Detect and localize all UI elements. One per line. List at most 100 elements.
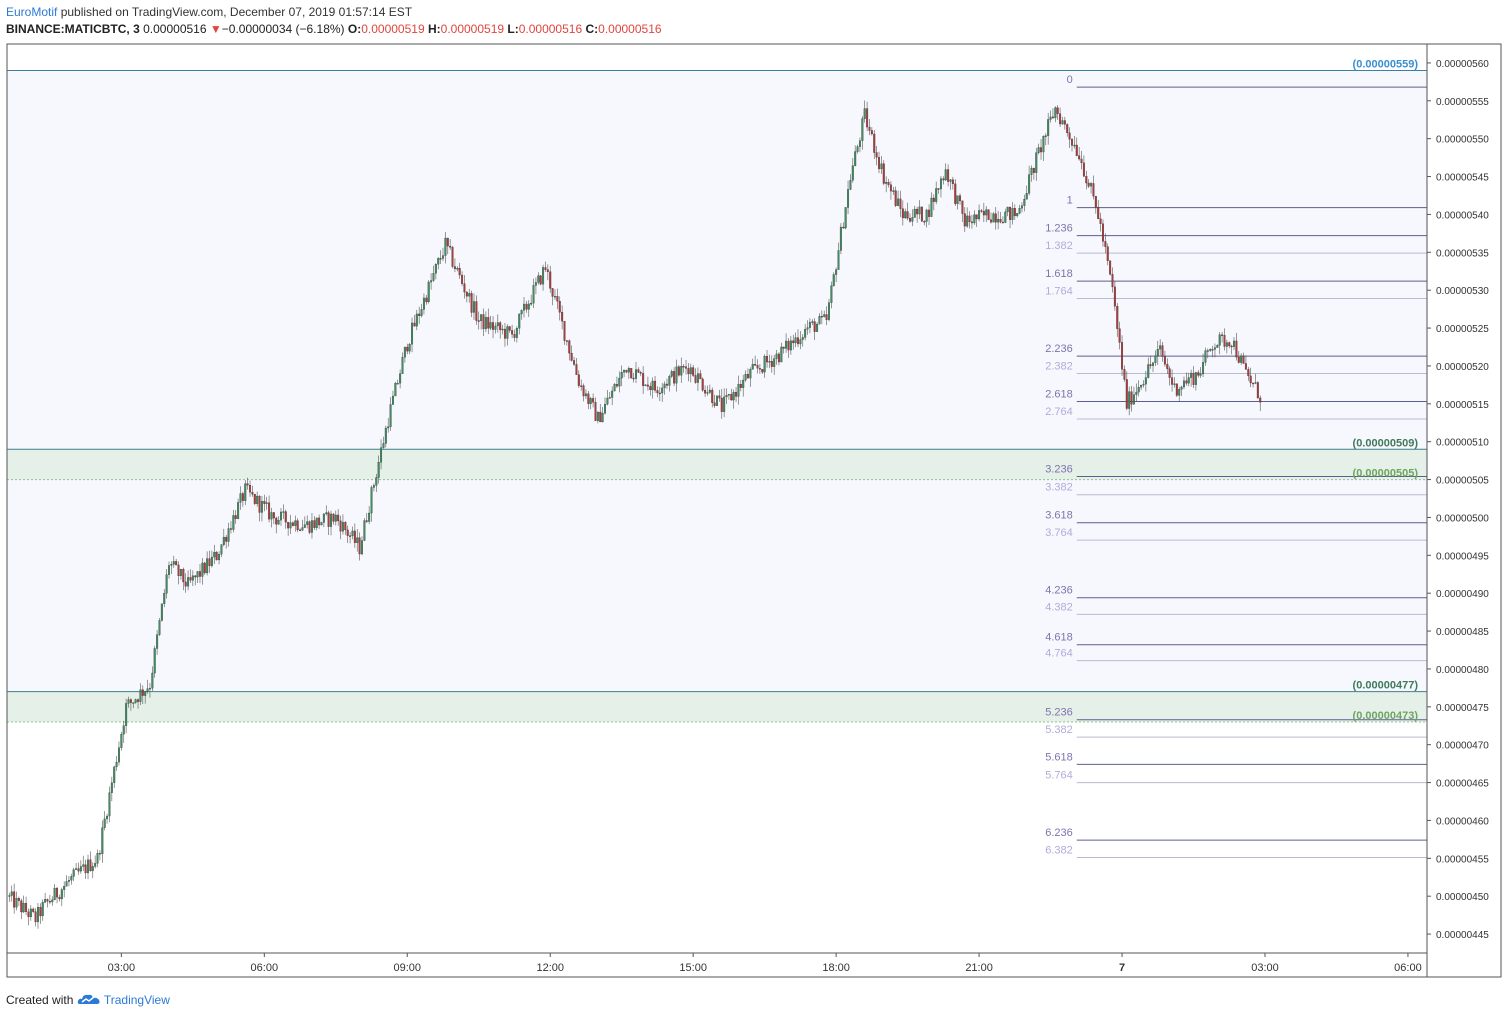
- fib-level-label: 3.764: [1045, 527, 1073, 539]
- candle: [27, 911, 30, 918]
- candle: [115, 761, 118, 768]
- candle: [1097, 206, 1100, 219]
- candle: [461, 274, 464, 284]
- time-axis[interactable]: 03:00 06:00 09:00 12:00 15:00 18:00 21:00 7 03:0…: [108, 953, 1422, 974]
- fib-level-label: 1.618: [1045, 268, 1073, 280]
- candle: [1185, 380, 1188, 384]
- candle: [665, 383, 668, 386]
- candle: [442, 255, 444, 259]
- candle: [418, 313, 421, 316]
- candle: [592, 398, 595, 403]
- candle: [1130, 391, 1133, 405]
- price-axis[interactable]: 0.00000560 0.00000555 0.00000550 0.00000545…: [1427, 59, 1489, 941]
- candle: [189, 577, 192, 581]
- candle: [387, 426, 390, 429]
- symbol-name[interactable]: BINANCE:MATICBTC, 3: [6, 22, 140, 36]
- candle: [79, 866, 82, 872]
- horizontal-lines-layer: [7, 70, 1427, 723]
- candle: [1194, 372, 1197, 385]
- candle: [263, 501, 266, 504]
- candle: [53, 887, 56, 901]
- candle: [358, 537, 361, 555]
- candle: [353, 530, 356, 543]
- support-zone: [7, 449, 1427, 480]
- candle: [561, 312, 564, 322]
- candle: [704, 390, 707, 394]
- candle: [246, 483, 249, 486]
- candle: [432, 273, 435, 281]
- candle: [137, 699, 140, 702]
- candle: [856, 146, 859, 152]
- candle: [544, 267, 547, 270]
- price-tick-label: 0.00000505: [1436, 476, 1489, 487]
- candle: [618, 377, 621, 387]
- candle: [215, 552, 218, 561]
- candle: [1223, 334, 1226, 347]
- candle: [91, 866, 94, 872]
- candle: [1040, 147, 1043, 153]
- candle: [303, 524, 306, 528]
- candle: [394, 383, 397, 397]
- candle: [894, 190, 897, 206]
- candle: [673, 371, 676, 384]
- candle: [825, 314, 828, 320]
- candle: [625, 369, 628, 373]
- candle: [310, 520, 313, 533]
- candle: [1056, 107, 1059, 114]
- candle: [1233, 340, 1235, 347]
- candle: [794, 337, 797, 344]
- author-link[interactable]: EuroMotif: [6, 5, 58, 19]
- candle: [849, 179, 852, 190]
- candle: [101, 827, 104, 855]
- candle: [144, 691, 147, 696]
- tradingview-link[interactable]: TradingView: [103, 993, 170, 1007]
- candle: [513, 334, 516, 338]
- candle: [808, 322, 811, 328]
- candle: [339, 520, 342, 532]
- candle: [1071, 139, 1073, 146]
- candle: [999, 219, 1002, 223]
- chart-frame: [6, 43, 1502, 978]
- candle: [539, 275, 542, 285]
- candle: [542, 267, 545, 285]
- candle: [344, 522, 347, 531]
- time-tick-label: 12:00: [536, 962, 564, 974]
- candle: [956, 195, 959, 204]
- candle: [909, 218, 911, 222]
- candle: [110, 782, 113, 793]
- candle: [482, 314, 485, 330]
- candle: [160, 603, 163, 621]
- candle: [751, 364, 754, 370]
- footer: Created with TradingView: [6, 993, 170, 1007]
- candle: [1104, 241, 1107, 247]
- candle: [456, 268, 459, 270]
- candle: [1047, 119, 1050, 136]
- candle: [563, 321, 566, 341]
- candle: [365, 520, 368, 522]
- candle: [32, 908, 35, 912]
- candle: [1066, 124, 1069, 134]
- fib-level-label: 5.764: [1045, 770, 1073, 782]
- candle: [1142, 383, 1145, 386]
- candle: [1204, 350, 1207, 363]
- candle: [484, 317, 487, 330]
- price-tick-label: 0.00000525: [1436, 324, 1489, 335]
- candle: [1192, 372, 1195, 385]
- candle: [334, 514, 337, 522]
- candle: [556, 296, 559, 302]
- candle: [277, 519, 280, 525]
- candle: [677, 366, 680, 376]
- candle: [777, 353, 780, 363]
- fib-level-label: 4.382: [1045, 601, 1073, 613]
- candle: [654, 380, 657, 391]
- candle: [1054, 107, 1057, 119]
- candle: [675, 366, 678, 384]
- candle: [534, 282, 537, 286]
- high-value: 0.00000519: [440, 22, 505, 36]
- candle: [475, 301, 478, 321]
- candle: [570, 352, 573, 361]
- candle: [20, 900, 23, 913]
- candle: [696, 373, 699, 383]
- price-tick-label: 0.00000535: [1436, 248, 1489, 259]
